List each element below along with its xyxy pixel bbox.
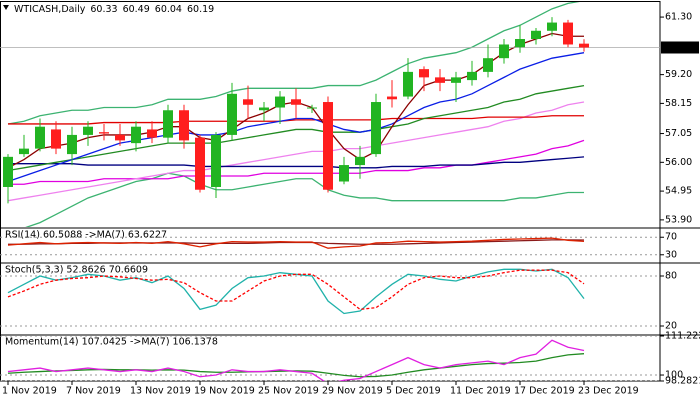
y-tick-label: 70	[665, 232, 677, 243]
candle-body	[243, 99, 253, 105]
y-tick-label: 53.90	[665, 214, 692, 225]
candle-body	[563, 22, 573, 45]
candle-body	[99, 132, 109, 134]
candle-body	[435, 77, 445, 83]
candle-body	[163, 110, 173, 138]
y-tick-label: 80	[665, 271, 677, 282]
panel-title: Stoch(5,3,3) 52.8626 70.6609	[5, 265, 148, 276]
candle-body	[275, 96, 285, 108]
indicator-line	[7, 237, 585, 249]
last-price-label: 60.19	[665, 42, 692, 53]
x-tick-label: 5 Dec 2019	[386, 386, 441, 397]
candle-body	[19, 148, 29, 155]
candle-body	[515, 38, 525, 48]
indicator-line	[7, 339, 585, 381]
candle-body	[259, 107, 269, 111]
indicator-line	[25, 172, 584, 227]
candle-body	[323, 102, 333, 190]
candle-body	[531, 30, 541, 39]
indicator-line	[7, 52, 585, 183]
candle-body	[115, 134, 125, 141]
panel	[0, 268, 660, 327]
candle-body	[547, 22, 557, 31]
candle-body	[467, 71, 477, 81]
panel-title: RSI(14) 60.5088 ->MA(7) 63.6227	[5, 230, 167, 241]
x-tick-label: 25 Nov 2019	[258, 386, 319, 397]
candle-body	[147, 129, 157, 138]
candle-body	[403, 71, 413, 97]
candle-body	[195, 137, 205, 190]
ohlc-value: 60.19	[187, 4, 214, 15]
indicator-line	[8, 156, 585, 169]
candle-body	[35, 126, 45, 149]
panel-title: Momentum(14) 107.0425 ->MA(7) 106.1378	[5, 337, 218, 348]
symbol: WTICASH,Daily	[14, 4, 86, 15]
panel-title: WTICASH,Daily 60.33 60.49 60.04 60.19	[14, 4, 214, 15]
y-tick-label: 61.30	[665, 12, 692, 23]
x-tick-label: 7 Nov 2019	[66, 386, 121, 397]
candle-body	[211, 134, 221, 187]
y-tick-label: 59.20	[665, 69, 692, 80]
candle-body	[291, 99, 301, 105]
panel-icon	[3, 5, 9, 10]
indicator-line	[7, 84, 585, 172]
candle-body	[387, 96, 397, 100]
candle-body	[51, 129, 61, 149]
candle-body	[419, 69, 429, 78]
x-tick-label: 23 Dec 2019	[578, 386, 639, 397]
candle-body	[499, 44, 509, 59]
candle-body	[339, 165, 349, 182]
candle-body	[179, 110, 189, 141]
y-tick-label: 111.2226	[665, 331, 700, 342]
ohlc-value: 60.49	[123, 4, 150, 15]
x-tick-label: 11 Dec 2019	[450, 386, 511, 397]
x-tick-label: 19 Nov 2019	[194, 386, 255, 397]
indicator-line	[7, 269, 585, 311]
y-tick-label: 54.95	[665, 186, 692, 197]
x-tick-label: 13 Nov 2019	[130, 386, 191, 397]
candle-body	[307, 107, 317, 109]
candle-body	[451, 77, 461, 83]
indicator-line	[8, 115, 584, 125]
candle-body	[227, 93, 237, 135]
y-tick-label: 100	[665, 370, 683, 381]
y-tick-label: 20	[665, 321, 677, 332]
y-tick-label: 56.00	[665, 157, 692, 168]
candle-body	[355, 156, 365, 166]
candle-body	[579, 43, 589, 48]
ohlc-value: 60.33	[90, 4, 117, 15]
panel	[0, 2, 660, 227]
indicator-line	[7, 268, 585, 315]
y-tick-label: 57.05	[665, 128, 692, 139]
y-tick-label: 58.15	[665, 98, 692, 109]
candle-body	[3, 156, 13, 187]
candle-body	[131, 126, 141, 144]
ohlc-value: 60.04	[155, 4, 182, 15]
y-tick-label: 30	[665, 249, 677, 260]
candle-body	[83, 126, 93, 135]
y-tick-label: 98.2821	[665, 376, 700, 387]
x-tick-label: 17 Dec 2019	[514, 386, 575, 397]
candle-body	[67, 134, 77, 155]
x-tick-label: 29 Nov 2019	[322, 386, 383, 397]
panel	[0, 236, 660, 256]
x-tick-label: 1 Nov 2019	[2, 386, 57, 397]
panel	[0, 336, 660, 381]
indicator-line	[8, 139, 585, 185]
candle-body	[371, 102, 381, 155]
candle-body	[483, 58, 493, 72]
last-price-box	[661, 41, 699, 54]
indicator-line	[7, 101, 585, 202]
